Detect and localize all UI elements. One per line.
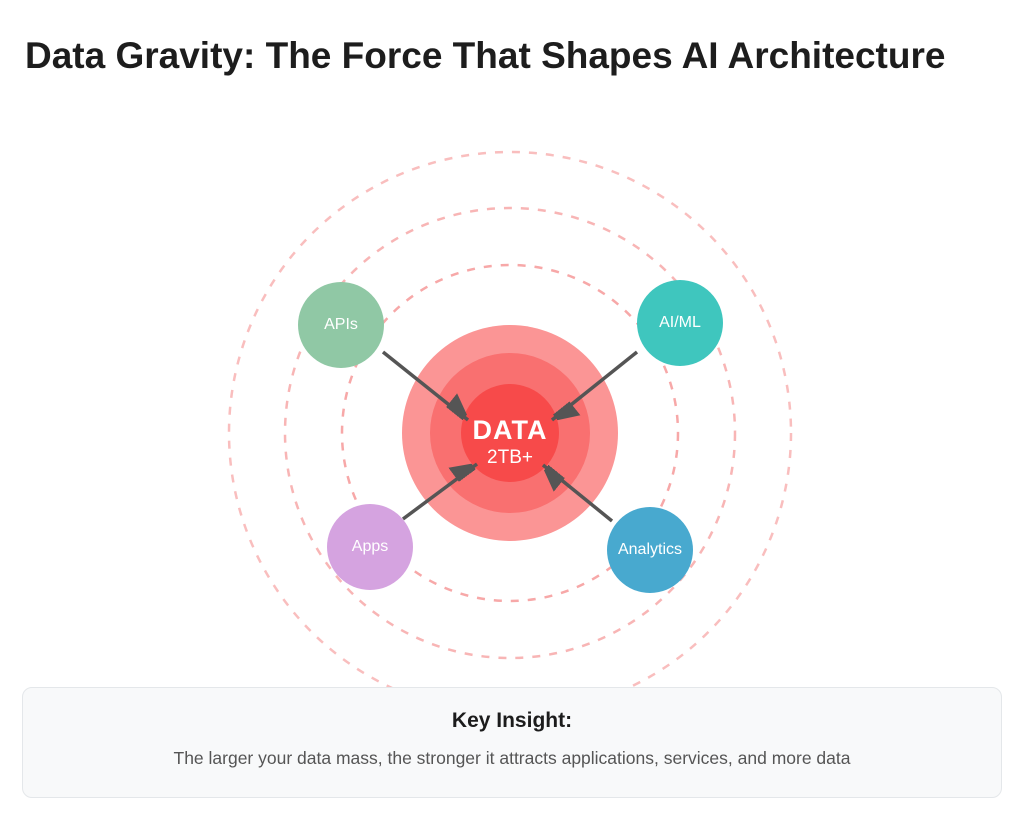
satellite-apis-label: APIs (324, 316, 358, 333)
orbit-ring-middle (283, 206, 737, 660)
data-core-value: 2TB+ (487, 447, 533, 468)
orbit-rings (227, 150, 793, 716)
attraction-arrows (381, 350, 639, 523)
arrow-apps-to-data (401, 464, 479, 521)
page-title: Data Gravity: The Force That Shapes AI A… (25, 35, 946, 76)
data-core-label: DATA (472, 415, 548, 445)
key-insight-box: Key Insight: The larger your data mass, … (22, 687, 1002, 798)
data-core-label-group: DATA 2TB+ (410, 414, 610, 470)
satellite-apis: APIs (298, 282, 384, 368)
arrow-analytics-to-data (543, 463, 614, 523)
satellite-analytics: Analytics (607, 507, 693, 593)
data-mass-core-layer (461, 384, 559, 482)
satellite-aiml-label: AI/ML (659, 314, 701, 331)
key-insight-text: The larger your data mass, the stronger … (173, 748, 851, 768)
orbit-ring-outer (227, 150, 793, 716)
satellite-apps-label: Apps (351, 538, 389, 555)
arrow-aiml-to-data (550, 350, 639, 420)
arrow-apis-to-data (381, 350, 468, 422)
satellite-aiml: AI/ML (637, 280, 723, 366)
satellite-apps: Apps (327, 504, 413, 590)
orbit-ring-inner (340, 263, 680, 603)
satellite-analytics-label: Analytics (617, 541, 683, 558)
key-insight-heading: Key Insight: (451, 709, 573, 732)
